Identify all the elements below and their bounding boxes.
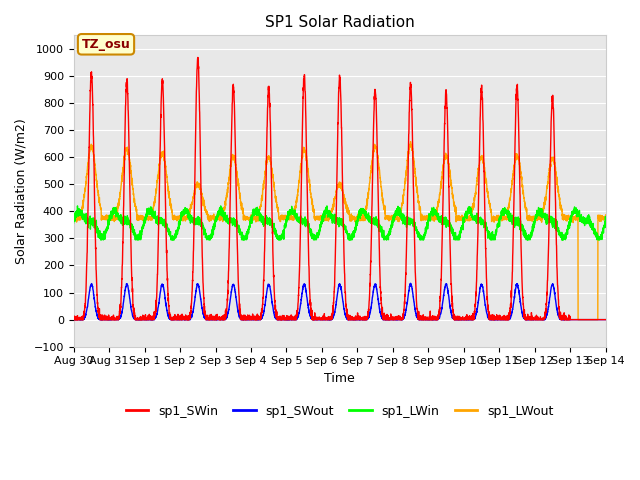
sp1_LWout: [320, 215, 328, 221]
sp1_LWout: [165, 194, 173, 200]
sp1_LWout: [429, 218, 437, 224]
sp1_SWout: [429, 317, 437, 323]
Text: TZ_osu: TZ_osu: [82, 38, 131, 51]
sp1_SWin: [70, 316, 77, 322]
sp1_LWin: [97, 237, 104, 242]
sp1_LWout: [602, 212, 609, 218]
sp1_LWout: [574, 317, 582, 323]
sp1_LWin: [429, 208, 437, 214]
sp1_SWout: [489, 317, 497, 323]
sp1_SWout: [601, 317, 609, 323]
Line: sp1_LWin: sp1_LWin: [74, 206, 605, 240]
sp1_LWout: [459, 215, 467, 221]
sp1_SWin: [459, 317, 467, 323]
sp1_SWout: [602, 317, 609, 323]
sp1_SWin: [70, 317, 77, 323]
sp1_SWout: [70, 317, 77, 323]
sp1_SWin: [429, 315, 437, 321]
Legend: sp1_SWin, sp1_SWout, sp1_LWin, sp1_LWout: sp1_SWin, sp1_SWout, sp1_LWin, sp1_LWout: [121, 400, 559, 423]
sp1_LWin: [459, 219, 467, 225]
sp1_SWout: [459, 317, 467, 323]
Title: SP1 Solar Radiation: SP1 Solar Radiation: [265, 15, 415, 30]
sp1_LWin: [70, 220, 77, 226]
sp1_SWin: [602, 317, 609, 323]
sp1_LWin: [602, 218, 609, 224]
Y-axis label: Solar Radiation (W/m2): Solar Radiation (W/m2): [15, 118, 28, 264]
sp1_SWout: [165, 314, 173, 320]
sp1_LWin: [602, 219, 609, 225]
sp1_LWout: [489, 215, 497, 221]
sp1_LWout: [602, 215, 609, 221]
sp1_LWout: [407, 139, 415, 144]
sp1_SWin: [489, 317, 497, 323]
sp1_LWin: [320, 209, 328, 215]
Line: sp1_SWin: sp1_SWin: [74, 58, 605, 320]
sp1_LWin: [489, 235, 497, 241]
sp1_SWin: [194, 55, 202, 60]
sp1_LWin: [166, 230, 173, 236]
sp1_LWin: [74, 203, 81, 209]
X-axis label: Time: Time: [324, 372, 355, 385]
Line: sp1_LWout: sp1_LWout: [74, 142, 605, 320]
sp1_SWout: [320, 316, 328, 322]
sp1_SWin: [602, 317, 609, 323]
sp1_LWout: [70, 218, 77, 224]
Line: sp1_SWout: sp1_SWout: [74, 283, 605, 320]
sp1_SWin: [166, 310, 173, 316]
sp1_SWout: [406, 280, 414, 286]
sp1_SWin: [320, 317, 328, 323]
